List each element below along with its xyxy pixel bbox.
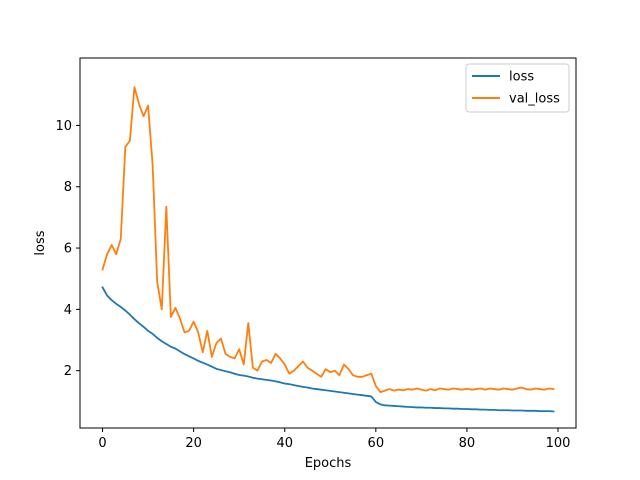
y-tick-label: 6: [64, 242, 72, 257]
series-line-val-loss: [101, 86, 555, 394]
legend: loss val_loss: [465, 63, 570, 113]
plot-frame: [79, 57, 577, 429]
x-axis-label: Epochs: [305, 456, 352, 471]
legend-label-loss: loss: [509, 70, 534, 85]
y-tick-label: 2: [64, 364, 72, 379]
y-tick-label: 8: [64, 180, 72, 195]
legend-label-val-loss: val_loss: [509, 92, 560, 107]
x-tick-label: 80: [459, 436, 476, 451]
series-layer: [101, 86, 555, 413]
y-tick-label: 10: [55, 119, 72, 134]
y-axis-label: loss: [33, 230, 48, 255]
y-tick-label: 4: [64, 303, 72, 318]
x-axis-ticks: 0 20 40 60 80 100: [98, 428, 570, 451]
x-tick-label: 40: [276, 436, 293, 451]
series-line-loss: [101, 286, 555, 413]
x-tick-label: 0: [98, 436, 106, 451]
x-tick-label: 20: [185, 436, 202, 451]
x-tick-label: 60: [368, 436, 385, 451]
y-axis-ticks: 2 4 6 8 10: [55, 119, 80, 379]
x-tick-label: 100: [546, 436, 571, 451]
